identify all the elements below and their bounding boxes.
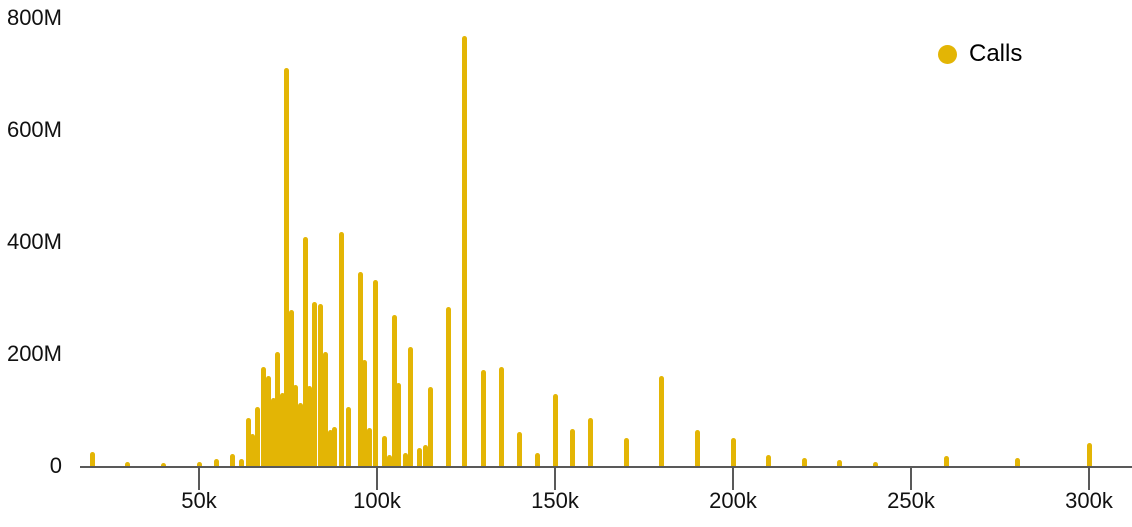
bar[interactable] (392, 314, 398, 466)
bar[interactable] (623, 438, 629, 466)
bar[interactable] (317, 303, 323, 466)
bar[interactable] (417, 448, 423, 466)
x-axis-line (80, 466, 1132, 468)
bar[interactable] (499, 366, 505, 466)
bar[interactable] (160, 463, 166, 466)
legend-series-dot-icon (938, 44, 957, 64)
bar[interactable] (283, 68, 289, 466)
bar[interactable] (445, 306, 451, 466)
bar[interactable] (730, 438, 736, 466)
bar[interactable] (358, 271, 364, 466)
x-axis-tick-label: 100k (353, 488, 401, 513)
x-axis-tick-label: 200k (709, 488, 757, 513)
bar[interactable] (331, 426, 337, 466)
bar[interactable] (1086, 443, 1092, 466)
x-axis-tick-label: 150k (531, 488, 579, 513)
bar[interactable] (367, 427, 373, 466)
bar[interactable] (196, 462, 202, 466)
bar[interactable] (1015, 458, 1021, 466)
bar[interactable] (346, 407, 352, 466)
bar[interactable] (372, 280, 378, 466)
x-axis-tick (1088, 468, 1090, 490)
x-axis-tick (198, 468, 200, 490)
y-axis-tick-label: 0 (49, 453, 62, 478)
y-axis-tick-label: 200M (6, 341, 62, 366)
bar[interactable] (230, 454, 236, 466)
bar[interactable] (89, 452, 95, 466)
bar[interactable] (362, 360, 368, 466)
bar[interactable] (427, 387, 433, 466)
bar[interactable] (402, 453, 408, 466)
bar[interactable] (837, 459, 843, 466)
bar[interactable] (260, 366, 266, 466)
bar[interactable] (265, 376, 271, 466)
bar[interactable] (516, 431, 522, 466)
bar[interactable] (659, 376, 665, 466)
bar[interactable] (872, 461, 878, 466)
bar[interactable] (328, 430, 334, 466)
x-axis-tick (910, 468, 912, 490)
x-axis-tick-label: 300k (1065, 488, 1113, 513)
y-axis-tick-label: 600M (6, 117, 62, 142)
bar[interactable] (280, 393, 286, 466)
bar[interactable] (481, 370, 487, 466)
bar[interactable] (297, 403, 303, 466)
bar[interactable] (534, 453, 540, 466)
bar[interactable] (255, 407, 261, 466)
y-axis-tick-label: 400M (6, 229, 62, 254)
bar[interactable] (552, 393, 558, 466)
legend[interactable]: Calls (938, 40, 1022, 68)
bar[interactable] (239, 459, 245, 466)
bar[interactable] (381, 435, 387, 466)
x-axis-tick (732, 468, 734, 490)
bar[interactable] (395, 383, 401, 466)
bar[interactable] (306, 385, 312, 466)
bar[interactable] (766, 455, 772, 466)
x-axis-tick (554, 468, 556, 490)
bar[interactable] (422, 444, 428, 466)
bar[interactable] (289, 309, 295, 466)
bar[interactable] (338, 231, 344, 466)
bar[interactable] (386, 454, 392, 466)
bar[interactable] (588, 417, 594, 466)
bar[interactable] (246, 417, 252, 466)
bar[interactable] (322, 351, 328, 466)
bar[interactable] (214, 458, 220, 466)
bar[interactable] (249, 433, 255, 466)
x-axis-tick-label: 250k (887, 488, 935, 513)
bar[interactable] (125, 461, 131, 466)
y-axis-tick-label: 800M (6, 5, 62, 30)
bar[interactable] (408, 346, 414, 466)
bar[interactable] (694, 430, 700, 466)
x-axis-tick (376, 468, 378, 490)
x-axis-tick-label: 50k (181, 488, 217, 513)
bar[interactable] (801, 458, 807, 466)
bar[interactable] (570, 429, 576, 466)
bar[interactable] (303, 236, 309, 466)
bar[interactable] (292, 384, 298, 466)
legend-series-label: Calls (969, 40, 1023, 67)
bar[interactable] (312, 301, 318, 466)
bar[interactable] (271, 398, 277, 466)
bar[interactable] (944, 456, 950, 466)
bar[interactable] (274, 351, 280, 466)
bar[interactable] (461, 35, 467, 466)
